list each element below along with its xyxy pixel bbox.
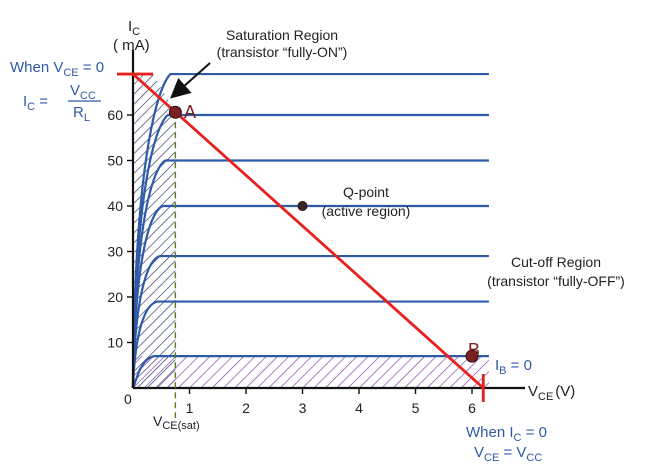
x-tick-label: 4 — [355, 400, 363, 416]
left-annotation-lhs: IC = — [23, 93, 48, 113]
q-point-marker — [297, 201, 308, 211]
x-tick-label: 1 — [186, 400, 194, 416]
saturation-title: Saturation Region — [226, 27, 338, 43]
ib-curve — [131, 72, 489, 389]
q-point-title: Q-point — [343, 184, 389, 200]
left-annotation-line1: When VCE = 0 — [10, 59, 104, 79]
point-a-label: A — [184, 102, 196, 122]
x-origin-label: 0 — [124, 391, 132, 407]
bottom-annotation-line1: When IC = 0 — [466, 424, 547, 444]
x-axis-label: VCE (V) — [528, 383, 575, 403]
load-line — [132, 73, 485, 390]
y-tick-label: 10 — [107, 335, 123, 351]
left-annotation-numerator: VCC — [70, 82, 96, 102]
point-b-marker — [465, 349, 479, 363]
cutoff-region-hatch — [133, 356, 489, 388]
bottom-annotation-line2: VCE = VCC — [474, 444, 542, 464]
vce-sat-label: VCE(sat) — [153, 413, 200, 432]
ib-curve — [131, 159, 489, 389]
point-b-label: B — [468, 340, 480, 360]
x-ticks: 1 2 3 4 5 6 — [186, 388, 476, 416]
x-tick-label: 2 — [242, 400, 250, 416]
y-tick-label: 60 — [107, 107, 123, 123]
cutoff-subtitle: (transistor “fully-OFF”) — [487, 273, 625, 289]
ib-zero-label: IB = 0 — [495, 357, 532, 377]
cutoff-title: Cut-off Region — [511, 254, 601, 270]
y-axis-label-unit: ( mA) — [113, 37, 150, 54]
point-a-marker — [168, 105, 182, 119]
y-tick-label: 40 — [107, 198, 123, 214]
y-tick-label: 30 — [107, 244, 123, 260]
saturation-region-hatch — [133, 74, 176, 389]
x-tick-label: 5 — [412, 400, 420, 416]
y-ticks: 10 20 30 40 50 60 — [107, 107, 133, 351]
left-annotation-denominator: RL — [73, 104, 90, 124]
saturation-arrow — [170, 62, 211, 99]
y-axis-label-main: IC — [128, 18, 140, 38]
saturation-subtitle: (transistor “fully-ON”) — [217, 44, 348, 60]
ib-curves — [131, 72, 489, 389]
y-tick-label: 50 — [107, 153, 123, 169]
x-tick-label: 6 — [468, 400, 476, 416]
y-tick-label: 20 — [107, 289, 123, 305]
x-tick-label: 3 — [299, 400, 307, 416]
operating-points — [168, 105, 479, 363]
q-point-subtitle: (active region) — [322, 203, 411, 219]
